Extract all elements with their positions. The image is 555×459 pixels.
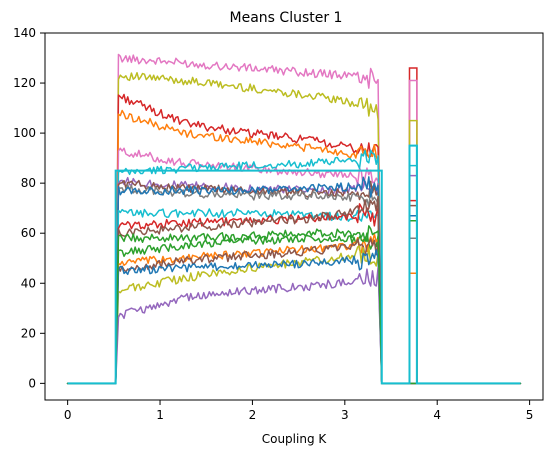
- axes: 0 1 2 3 4 5 0 20 40 60 80 100 120 140: [13, 26, 544, 422]
- y-tick-label: 100: [13, 126, 36, 140]
- y-tick-label: 40: [21, 276, 36, 290]
- series-line-9: [66, 184, 522, 385]
- y-tick-label: 0: [28, 376, 36, 390]
- x-tick-label: 5: [526, 408, 534, 422]
- series-line-13: [66, 195, 522, 385]
- y-tick-label: 20: [21, 326, 36, 340]
- series-line-20: [66, 225, 522, 385]
- x-tick-label: 2: [249, 408, 257, 422]
- x-tick-label: 3: [341, 408, 349, 422]
- y-tick-label: 80: [21, 176, 36, 190]
- series-line-1: [66, 53, 522, 385]
- series-line-3: [66, 93, 522, 385]
- series-line-4: [66, 109, 522, 385]
- y-tick-label: 120: [13, 76, 36, 90]
- chart-title: Means Cluster 1: [230, 10, 343, 26]
- series-line-6: [66, 149, 522, 385]
- y-tick-label: 140: [13, 26, 36, 40]
- series-line-final: [67, 144, 521, 385]
- series-line-17: [66, 245, 522, 385]
- x-tick-label: 1: [156, 408, 164, 422]
- plot-area: [66, 53, 522, 385]
- x-tick-label: 4: [433, 408, 441, 422]
- x-tick-label: 0: [64, 408, 72, 422]
- series-line-2: [66, 72, 522, 385]
- x-axis-label: Coupling K: [262, 432, 328, 446]
- series-line-10: [66, 176, 522, 385]
- series-line-18: [66, 249, 522, 385]
- plot-frame: [44, 32, 544, 401]
- series-line-12: [66, 203, 522, 385]
- series-line-19: [66, 266, 522, 385]
- y-tick-label: 60: [21, 226, 36, 240]
- series-line-16: [66, 238, 522, 385]
